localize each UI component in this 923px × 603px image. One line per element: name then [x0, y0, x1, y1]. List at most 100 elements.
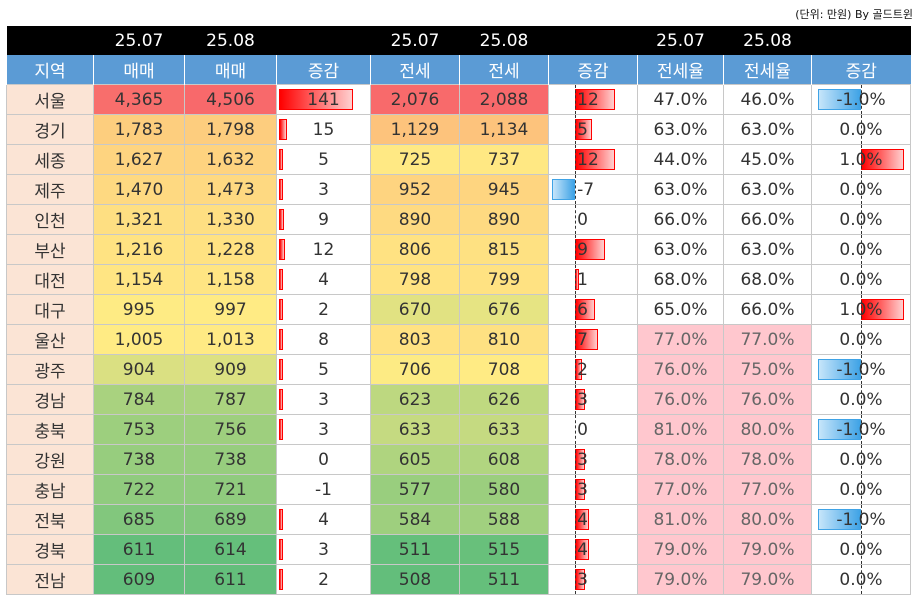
- rate-change-cell: 0.0%: [811, 474, 911, 505]
- table-row: 전남 609 611 2 508 511 3 79.0% 79.0% 0.0%: [6, 564, 911, 595]
- table-body: 서울 4,365 4,506 141 2,076 2,088 12 47.0% 46.0% -1.…: [6, 84, 911, 595]
- jeonse-price-jul: 508: [370, 564, 460, 595]
- col-header-change: 증감: [811, 55, 911, 85]
- period-blank: [548, 26, 638, 55]
- change-bar: [817, 509, 861, 530]
- table-row: 경기 1,783 1,798 15 1,129 1,134 5 63.0% 63.0% 0.0%: [6, 114, 911, 145]
- period-label: 25.07: [637, 26, 724, 55]
- rate-change-cell: 0.0%: [811, 114, 911, 145]
- sale-price-jul: 685: [93, 504, 185, 535]
- period-blank: [811, 26, 911, 55]
- jeonse-rate-aug: 80.0%: [723, 414, 812, 445]
- jeonse-rate-jul: 66.0%: [637, 204, 724, 235]
- jeonse-change-cell: 4: [548, 504, 638, 535]
- zero-axis: [861, 415, 862, 444]
- zero-axis: [861, 115, 862, 144]
- jeonse-rate-aug: 78.0%: [723, 444, 812, 475]
- sale-price-aug: 787: [184, 384, 277, 415]
- change-value: 0.0%: [839, 539, 883, 560]
- jeonse-rate-jul: 65.0%: [637, 294, 724, 325]
- table-row: 인천 1,321 1,330 9 890 890 0 66.0% 66.0% 0.0%: [6, 204, 911, 235]
- change-bar: [279, 539, 283, 560]
- sale-change-cell: 5: [276, 354, 371, 385]
- change-value: 3: [577, 569, 588, 590]
- jeonse-price-aug: 626: [459, 384, 549, 415]
- change-value: 0.0%: [839, 179, 883, 200]
- change-value: 0.0%: [839, 449, 883, 470]
- sale-change-cell: 0: [276, 444, 371, 475]
- jeonse-price-jul: 706: [370, 354, 460, 385]
- rate-change-cell: -1.0%: [811, 84, 911, 115]
- change-bar: [817, 419, 861, 440]
- region-name: 대구: [6, 294, 94, 325]
- column-header-row: 지역 매매 매매 증감 전세 전세 증감 전세율 전세율 증감: [6, 55, 911, 85]
- jeonse-price-aug: 2,088: [459, 84, 549, 115]
- zero-axis: [861, 145, 862, 174]
- zero-axis: [575, 385, 577, 414]
- change-value: 1: [577, 269, 588, 290]
- jeonse-rate-aug: 63.0%: [723, 114, 812, 145]
- rate-change-cell: -1.0%: [811, 354, 911, 385]
- jeonse-rate-jul: 81.0%: [637, 504, 724, 535]
- zero-axis: [861, 505, 862, 534]
- change-value: 7: [577, 329, 588, 350]
- change-bar: [817, 359, 861, 380]
- sale-price-aug: 1,798: [184, 114, 277, 145]
- region-name: 광주: [6, 354, 94, 385]
- region-name: 인천: [6, 204, 94, 235]
- period-header-row: 25.07 25.08 25.07 25.08 25.07 25.08: [6, 26, 911, 55]
- sale-change-cell: 3: [276, 534, 371, 565]
- zero-axis: [575, 175, 577, 204]
- jeonse-price-aug: 511: [459, 564, 549, 595]
- change-value: 2: [318, 299, 329, 320]
- jeonse-change-cell: 0: [548, 414, 638, 445]
- jeonse-price-aug: 588: [459, 504, 549, 535]
- table-row: 광주 904 909 5 706 708 2 76.0% 75.0% -1.0%: [6, 354, 911, 385]
- change-value: 6: [577, 299, 588, 320]
- zero-axis: [861, 175, 862, 204]
- sale-price-aug: 1,473: [184, 174, 277, 205]
- zero-axis: [575, 565, 577, 594]
- sale-change-cell: 9: [276, 204, 371, 235]
- sale-change-cell: 3: [276, 414, 371, 445]
- table-row: 대전 1,154 1,158 4 798 799 1 68.0% 68.0% 0.0%: [6, 264, 911, 295]
- change-value: -1.0%: [836, 89, 886, 110]
- jeonse-rate-aug: 77.0%: [723, 324, 812, 355]
- jeonse-change-cell: 3: [548, 444, 638, 475]
- jeonse-rate-jul: 68.0%: [637, 264, 724, 295]
- jeonse-price-aug: 676: [459, 294, 549, 325]
- sale-price-jul: 1,470: [93, 174, 185, 205]
- jeonse-rate-jul: 79.0%: [637, 534, 724, 565]
- region-name: 경남: [6, 384, 94, 415]
- rate-change-cell: -1.0%: [811, 414, 911, 445]
- change-value: 12: [312, 239, 335, 260]
- change-bar: [279, 389, 283, 410]
- jeonse-rate-jul: 47.0%: [637, 84, 724, 115]
- sale-price-aug: 721: [184, 474, 277, 505]
- col-header-sale: 매매: [184, 55, 277, 85]
- sale-price-jul: 609: [93, 564, 185, 595]
- sale-price-jul: 904: [93, 354, 185, 385]
- zero-axis: [575, 235, 577, 264]
- col-header-change: 증감: [548, 55, 638, 85]
- period-label: 25.07: [370, 26, 460, 55]
- period-label: 25.08: [184, 26, 277, 55]
- sale-price-jul: 611: [93, 534, 185, 565]
- zero-axis: [575, 265, 577, 294]
- table-row: 강원 738 738 0 605 608 3 78.0% 78.0% 0.0%: [6, 444, 911, 475]
- zero-axis: [575, 325, 577, 354]
- change-value: 4: [318, 269, 329, 290]
- change-value: 0: [318, 449, 329, 470]
- change-value: 4: [577, 539, 588, 560]
- region-name: 충남: [6, 474, 94, 505]
- change-bar: [279, 329, 284, 350]
- sale-price-jul: 1,783: [93, 114, 185, 145]
- jeonse-price-jul: 952: [370, 174, 460, 205]
- zero-axis: [575, 295, 577, 324]
- rate-change-cell: 0.0%: [811, 534, 911, 565]
- rate-change-cell: 0.0%: [811, 264, 911, 295]
- sale-change-cell: 5: [276, 144, 371, 175]
- jeonse-price-aug: 633: [459, 414, 549, 445]
- rate-change-cell: 0.0%: [811, 234, 911, 265]
- jeonse-rate-aug: 66.0%: [723, 294, 812, 325]
